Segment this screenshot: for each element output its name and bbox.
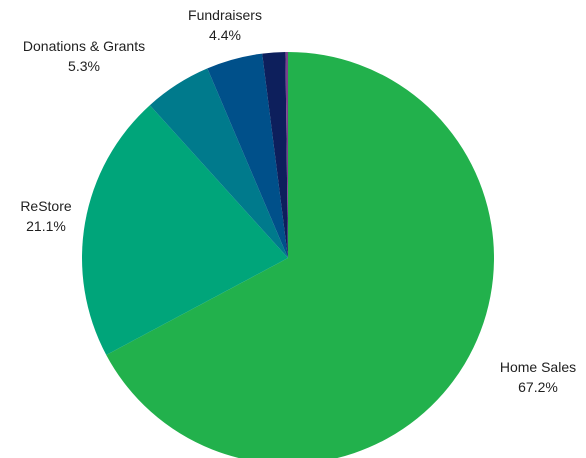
slice-label: ReStore: [20, 198, 72, 214]
pie-slice-donations-grants: [149, 68, 288, 259]
slice-value-label: 21.1%: [26, 218, 66, 234]
slice-label: Home Sales: [500, 359, 576, 375]
pie-labels: Home Sales 67.2% ReStore 21.1% Donations & G…: [20, 7, 576, 395]
pie-slices: [81, 52, 494, 458]
pie-slice-4: [262, 52, 288, 258]
pie-slice-5: [285, 52, 288, 258]
slice-value-label: 5.3%: [68, 58, 100, 74]
slice-value-label: 67.2%: [518, 379, 558, 395]
pie-slice-restore: [81, 105, 288, 355]
slice-label: Fundraisers: [188, 7, 262, 23]
pie-slice-fundraisers: [207, 53, 288, 259]
pie-slice-home-sales: [106, 52, 494, 458]
slice-value-label: 4.4%: [209, 27, 241, 43]
slice-label: Donations & Grants: [23, 38, 145, 54]
